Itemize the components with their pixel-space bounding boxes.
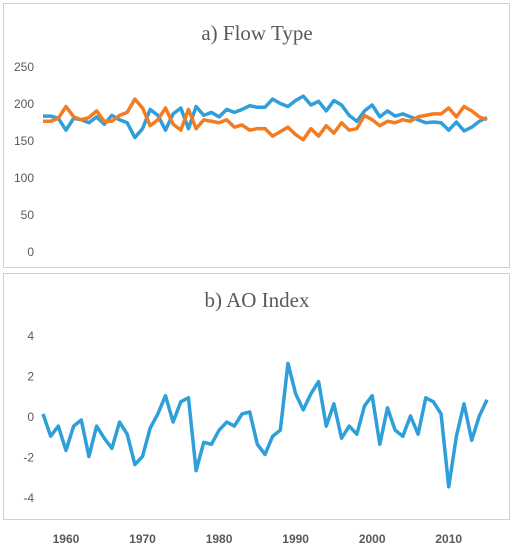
x-tick-label: 1980 — [206, 532, 233, 546]
panel-frame — [3, 273, 510, 520]
y-tick-label: 0 — [27, 410, 34, 424]
y-tick-label: 150 — [14, 134, 34, 148]
x-tick-label: 1970 — [129, 532, 156, 546]
x-tick-label: 2000 — [359, 532, 386, 546]
y-tick-label: 2 — [27, 370, 34, 384]
y-tick-label: 50 — [21, 208, 35, 222]
chart-title: a) Flow Type — [201, 21, 312, 45]
chart-title: b) AO Index — [205, 288, 310, 312]
x-tick-label: 2010 — [435, 532, 462, 546]
y-tick-label: 4 — [27, 329, 34, 343]
y-tick-label: 100 — [14, 171, 34, 185]
data-line — [41, 361, 489, 489]
data-line — [43, 97, 488, 142]
y-tick-label: -4 — [23, 491, 34, 505]
y-tick-label: -2 — [23, 451, 34, 465]
y-tick-label: 250 — [14, 60, 34, 74]
panel-frame — [3, 3, 510, 268]
y-tick-label: 200 — [14, 97, 34, 111]
y-tick-label: 0 — [27, 245, 34, 259]
x-tick-label: 1990 — [282, 532, 309, 546]
x-tick-label: 1960 — [53, 532, 80, 546]
